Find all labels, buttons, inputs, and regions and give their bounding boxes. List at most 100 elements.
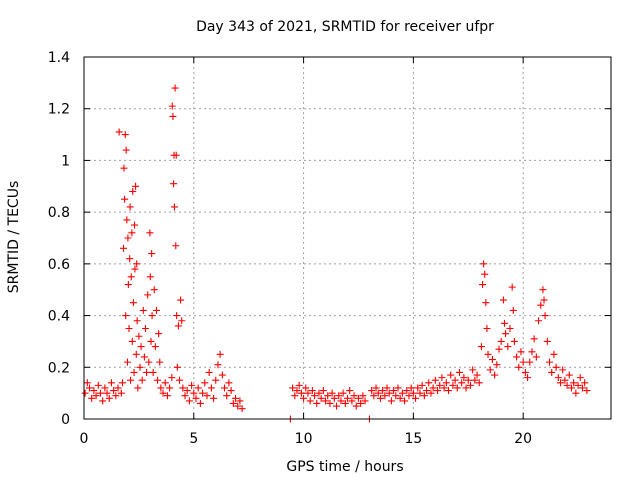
data-point-marker [344,394,351,402]
data-point-marker [168,374,176,382]
data-point-marker [431,376,439,384]
data-point-marker [403,387,411,395]
data-point-marker [359,392,367,400]
data-point-marker [576,374,584,382]
data-point-marker [90,387,98,395]
data-point-marker [227,387,235,395]
data-point-marker [128,229,136,237]
data-point-marker [201,379,209,387]
data-point-marker [207,384,215,392]
data-point-marker [173,363,181,371]
tick-marks [83,56,611,420]
data-point-marker [521,368,529,376]
data-point-marker [374,389,382,397]
data-point-marker [479,281,487,289]
data-point-marker [322,397,330,405]
data-point-marker [418,381,426,389]
data-point-marker [129,187,137,195]
data-point-marker [146,229,154,237]
data-point-marker [304,389,312,397]
data-point-marker [293,387,301,395]
data-point-marker [185,397,193,405]
data-point-marker [379,387,387,395]
data-point-marker [493,361,501,369]
data-point-marker [170,180,178,188]
x-tick-labels: 0 5 10 15 20 [80,431,533,447]
data-point-marker [483,325,491,332]
data-point-marker [148,312,156,320]
data-point-marker [482,299,490,307]
data-point-marker [477,343,485,351]
data-point-marker [427,389,435,397]
data-point-marker [510,337,518,345]
data-point-marker [146,273,154,281]
data-point-marker [199,389,207,397]
data-point-marker [126,203,134,211]
data-point-marker [405,392,413,400]
data-point-marker [392,392,400,400]
data-point-marker [497,337,505,345]
data-point-marker [337,397,345,405]
data-point-marker [133,317,141,325]
data-point-marker [381,392,389,400]
data-point-marker [425,379,433,387]
data-point-marker [401,397,409,405]
data-point-marker [570,379,578,387]
data-point-marker [192,394,200,402]
data-point-marker [317,394,325,402]
data-point-marker [183,387,191,395]
data-point-marker [136,363,144,371]
x-tick-label: 20 [514,431,532,447]
data-point-marker [453,384,461,392]
data-point-marker [122,312,130,320]
data-point-marker [330,394,338,402]
data-point-marker [140,353,148,361]
data-point-marker [177,296,185,304]
data-point-marker [548,368,556,376]
x-tick-label: 0 [80,431,89,447]
data-point-marker [506,325,514,332]
y-tick-label: 1 [61,153,70,169]
data-point-marker [291,392,299,400]
data-point-marker [412,394,420,402]
data-point-marker [147,337,155,345]
data-point-marker [144,291,152,299]
data-point-marker [114,384,122,392]
y-tick-label: 1.4 [48,50,70,66]
data-point-marker [315,389,323,397]
data-point-marker [466,381,474,389]
data-point-marker [161,379,169,387]
data-point-marker [552,363,560,371]
data-point-marker [526,358,534,366]
data-point-marker [372,384,380,392]
data-point-marker [556,379,564,387]
data-point-marker [81,389,89,397]
data-point-marker [148,250,156,258]
data-point-marker [163,392,171,400]
data-point-marker [151,343,159,351]
data-point-marker [475,379,483,387]
data-point-marker [458,379,466,387]
data-point-marker [339,389,347,397]
data-point-marker [357,399,365,407]
data-point-marker [502,330,510,338]
data-point-marker [96,389,104,397]
data-point-marker [110,387,118,395]
data-point-marker [107,379,115,387]
data-point-marker [121,131,129,139]
data-point-marker [173,312,181,320]
data-point-marker [223,392,231,400]
data-point-marker [471,376,479,384]
data-point-marker [354,394,362,402]
data-point-marker [124,234,132,242]
data-point-marker [295,381,303,389]
data-point-marker [436,381,444,389]
data-point-marker [537,301,545,309]
data-point-marker [308,387,316,395]
data-point-marker [460,374,468,382]
data-point-marker [546,358,554,366]
data-point-marker [172,242,180,250]
data-point-marker [455,368,463,376]
data-point-marker [311,392,319,400]
